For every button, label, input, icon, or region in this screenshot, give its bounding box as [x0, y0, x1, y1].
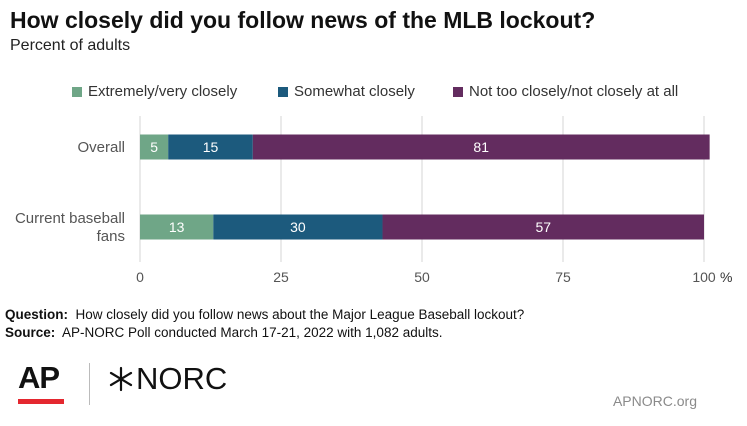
- legend: Extremely/very closely Somewhat closely …: [0, 83, 747, 103]
- legend-label-not-too: Not too closely/not closely at all: [469, 83, 679, 100]
- site-url: APNORC.org: [612, 393, 697, 409]
- question-text: How closely did you follow news about th…: [75, 307, 525, 322]
- category-label: Overall: [77, 139, 125, 156]
- question-label: Question:: [5, 307, 68, 322]
- x-tick-label: 25: [273, 269, 289, 285]
- norc-logo: NORC: [108, 361, 227, 397]
- category-label: Current baseball: [15, 210, 125, 227]
- bar-value-label: 13: [169, 219, 185, 235]
- legend-swatch-somewhat: [278, 86, 288, 97]
- chart-notes: Question: How closely did you follow new…: [5, 306, 524, 342]
- x-tick-label: 75: [555, 269, 571, 285]
- legend-item-extremely: Extremely/very closely: [72, 83, 237, 100]
- legend-item-somewhat: Somewhat closely: [278, 83, 415, 100]
- legend-item-not-too: Not too closely/not closely at all: [453, 83, 678, 100]
- x-tick-suffix: %: [720, 269, 732, 285]
- chart-subtitle: Percent of adults: [10, 37, 131, 54]
- bar-segment: [140, 134, 169, 160]
- source-note: Source: AP-NORC Poll conducted March 17-…: [5, 324, 524, 342]
- source-text: AP-NORC Poll conducted March 17-21, 2022…: [62, 325, 443, 340]
- bar-value-label: 30: [290, 219, 306, 235]
- ap-logo: AP: [18, 360, 60, 395]
- bar-value-label: 15: [203, 139, 219, 155]
- x-tick-label: 100: [692, 269, 716, 285]
- norc-logo-text: NORC: [136, 361, 228, 396]
- bar-segment: [213, 214, 383, 240]
- bar-value-label: 57: [535, 219, 551, 235]
- legend-swatch-extremely: [72, 86, 82, 97]
- x-tick-label: 50: [414, 269, 430, 285]
- x-tick-label: 0: [136, 269, 144, 285]
- bar-value-label: 5: [150, 139, 158, 155]
- legend-label-extremely: Extremely/very closely: [88, 83, 238, 100]
- bar-segment: [382, 214, 704, 240]
- legend-label-somewhat: Somewhat closely: [294, 83, 415, 100]
- bar-value-label: 81: [473, 139, 489, 155]
- norc-star-icon: [109, 366, 133, 392]
- bar-segment: [168, 134, 253, 160]
- bar-segment: [140, 214, 214, 240]
- chart-title: How closely did you follow news of the M…: [10, 7, 596, 33]
- category-label: fans: [97, 228, 125, 245]
- legend-swatch-not-too: [453, 86, 463, 97]
- question-note: Question: How closely did you follow new…: [5, 306, 524, 324]
- ap-logo-underline: [18, 399, 64, 404]
- bar-segment: [252, 134, 710, 160]
- logo-divider: [89, 363, 90, 405]
- source-label: Source:: [5, 325, 56, 340]
